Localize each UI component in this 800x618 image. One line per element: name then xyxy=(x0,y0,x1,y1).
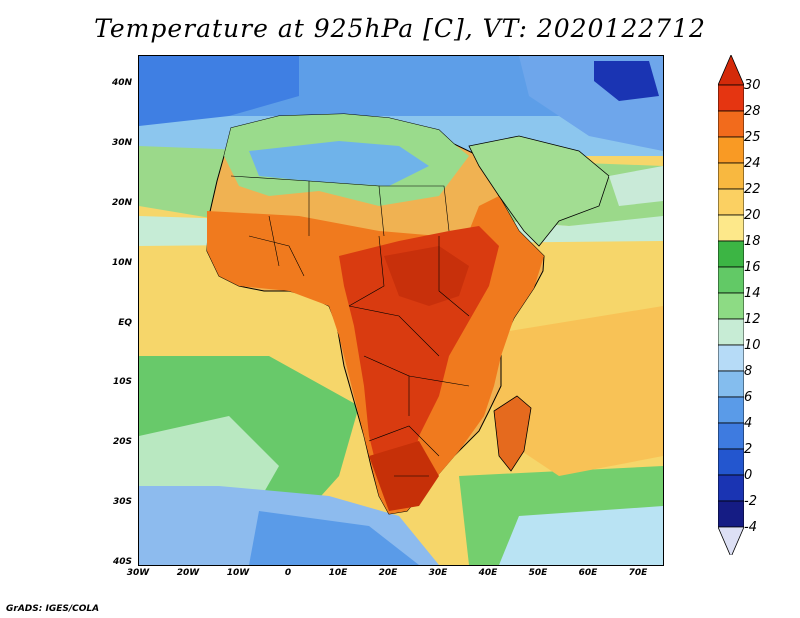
lon-label: 20E xyxy=(378,568,398,578)
colorbar-label: 16 xyxy=(744,260,761,275)
colorbar-under-triangle xyxy=(717,526,745,559)
colorbar-label: 10 xyxy=(744,338,761,353)
colorbar-label: 8 xyxy=(744,364,753,379)
lat-label: 20N xyxy=(111,198,132,208)
lon-label: 60E xyxy=(578,568,598,578)
lat-label: 40S xyxy=(112,557,132,567)
colorbar-label: 30 xyxy=(744,78,761,93)
colorbar-over-triangle xyxy=(717,53,745,86)
colorbar-swatch xyxy=(717,318,745,346)
colorbar-label: 6 xyxy=(744,390,753,405)
lat-label: EQ xyxy=(118,318,132,328)
lon-label: 50E xyxy=(528,568,548,578)
lon-label: 20W xyxy=(176,568,200,578)
colorbar-swatch xyxy=(717,422,745,450)
colorbar-swatch xyxy=(717,474,745,502)
northwest-cold-zone xyxy=(139,56,299,126)
colorbar xyxy=(717,53,745,559)
lon-label: 30W xyxy=(126,568,150,578)
colorbar-label: -4 xyxy=(744,520,757,535)
colorbar-label: -2 xyxy=(744,494,757,509)
colorbar-swatch xyxy=(717,370,745,398)
colorbar-label: 24 xyxy=(744,156,761,171)
colorbar-label: 2 xyxy=(744,442,753,457)
colorbar-swatch xyxy=(717,188,745,216)
colorbar-swatch xyxy=(717,162,745,190)
colorbar-swatch xyxy=(717,396,745,424)
colorbar-swatch xyxy=(717,292,745,320)
map-plot-area xyxy=(138,55,664,566)
south-indian-light xyxy=(499,506,663,565)
lat-label: 30N xyxy=(111,138,132,148)
himalaya-cold-zone xyxy=(594,61,659,101)
colorbar-swatch xyxy=(717,110,745,138)
lon-label: 10W xyxy=(226,568,250,578)
lat-label: 10S xyxy=(112,377,132,387)
colorbar-swatch xyxy=(717,84,745,112)
colorbar-label: 25 xyxy=(744,130,761,145)
colorbar-label: 22 xyxy=(744,182,761,197)
lon-label: 40E xyxy=(478,568,498,578)
colorbar-label: 28 xyxy=(744,104,761,119)
colorbar-graphic xyxy=(717,53,745,559)
colorbar-label: 18 xyxy=(744,234,761,249)
lat-label: 10N xyxy=(111,258,132,268)
temperature-map xyxy=(139,56,663,565)
colorbar-swatch xyxy=(717,266,745,294)
colorbar-label: 14 xyxy=(744,286,761,301)
sahara-cold-zone xyxy=(249,141,429,186)
madagascar xyxy=(493,395,532,472)
lon-label: 70E xyxy=(628,568,648,578)
credit-footer: GrADS: IGES/COLA xyxy=(6,604,100,614)
colorbar-label: 4 xyxy=(744,416,753,431)
colorbar-swatch xyxy=(717,344,745,372)
south-asia-zone xyxy=(609,166,663,206)
arabian-peninsula xyxy=(468,135,610,247)
colorbar-label: 20 xyxy=(744,208,761,223)
lat-label: 20S xyxy=(112,437,132,447)
colorbar-swatch xyxy=(717,136,745,164)
lon-label: 30E xyxy=(428,568,448,578)
colorbar-swatch xyxy=(717,240,745,268)
country-borders xyxy=(230,175,470,477)
colorbar-swatch xyxy=(717,448,745,476)
map-title: Temperature at 925hPa [C], VT: 202012271… xyxy=(94,14,706,43)
east-africa-hot-core xyxy=(384,246,469,306)
colorbar-label: 12 xyxy=(744,312,761,327)
colorbar-label: 0 xyxy=(744,468,753,483)
lon-label: 0 xyxy=(284,568,292,578)
colorbar-swatch xyxy=(717,500,745,528)
colorbar-swatch xyxy=(717,214,745,242)
southern-ocean-cold xyxy=(249,511,419,565)
lat-label: 30S xyxy=(112,497,132,507)
lat-label: 40N xyxy=(111,78,132,88)
lon-label: 10E xyxy=(328,568,348,578)
